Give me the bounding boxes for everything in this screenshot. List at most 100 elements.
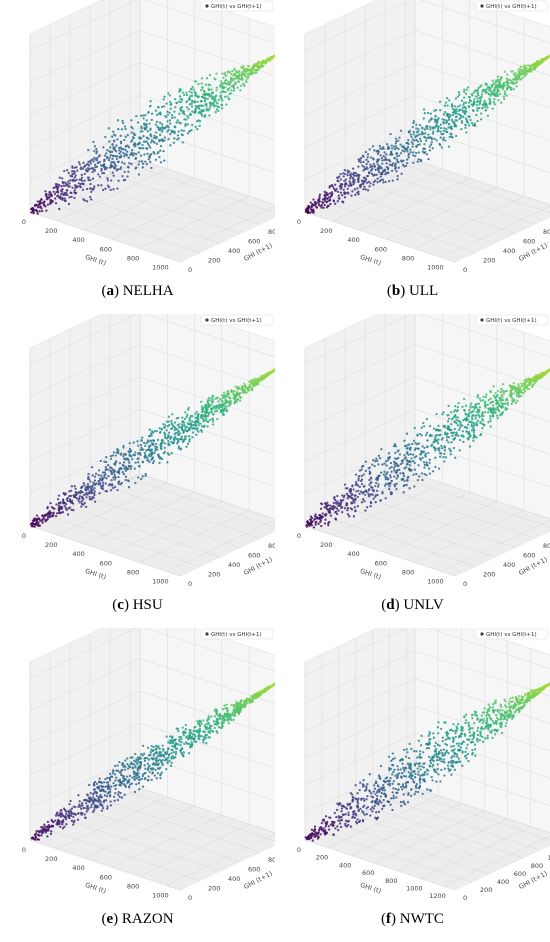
data-point	[337, 509, 340, 512]
data-point	[377, 169, 380, 172]
data-point	[497, 403, 501, 406]
data-point	[180, 435, 183, 438]
data-point	[458, 428, 461, 431]
data-point	[394, 166, 398, 169]
data-point	[510, 394, 513, 397]
data-point	[111, 154, 115, 157]
data-point	[128, 442, 131, 445]
data-point	[496, 417, 499, 420]
data-point	[99, 800, 102, 803]
data-point	[254, 64, 258, 67]
data-point	[386, 471, 389, 474]
data-point	[447, 441, 450, 444]
data-point	[488, 99, 492, 102]
data-point	[186, 132, 190, 135]
data-point	[368, 466, 371, 469]
data-point	[88, 495, 91, 499]
data-point	[93, 493, 96, 497]
data-point	[462, 397, 466, 401]
data-point	[194, 416, 197, 420]
data-point	[101, 171, 104, 175]
data-point	[115, 776, 118, 779]
data-point	[90, 805, 93, 809]
data-point	[162, 98, 165, 101]
data-point	[226, 87, 230, 91]
data-point	[251, 67, 254, 70]
data-point	[225, 392, 228, 396]
data-point	[438, 100, 442, 103]
data-point	[98, 780, 101, 784]
data-point	[356, 187, 359, 190]
data-point	[188, 98, 192, 101]
data-point	[160, 123, 164, 126]
data-point	[149, 128, 152, 132]
data-point	[88, 796, 92, 799]
data-point	[149, 141, 153, 144]
data-point	[87, 168, 91, 171]
data-point	[69, 500, 72, 503]
data-point	[124, 765, 127, 769]
data-point	[458, 449, 461, 452]
data-point	[378, 457, 382, 460]
data-point	[354, 494, 357, 497]
data-point	[107, 474, 110, 478]
data-point	[214, 407, 217, 411]
data-point	[465, 119, 469, 122]
scatter-3d-plot: 0200400600800100002004006008001000020040…	[22, 0, 275, 274]
data-point	[346, 171, 350, 174]
data-point	[191, 110, 194, 113]
data-point	[502, 403, 505, 406]
data-point	[386, 477, 389, 480]
data-point	[167, 415, 171, 418]
data-point	[93, 799, 96, 802]
data-point	[386, 456, 390, 460]
data-point	[34, 834, 37, 837]
data-point	[207, 404, 210, 407]
data-point	[487, 407, 490, 411]
data-point	[80, 500, 83, 503]
data-point	[138, 767, 141, 770]
data-point	[372, 180, 376, 184]
data-point	[394, 470, 397, 473]
legend: GHI(t) vs GHI(t+1)	[200, 0, 274, 12]
data-point	[373, 173, 376, 176]
data-point	[83, 172, 86, 176]
data-point	[197, 82, 200, 86]
data-point	[141, 448, 144, 451]
data-point	[38, 210, 41, 213]
data-point	[492, 385, 495, 388]
data-point	[504, 406, 507, 410]
data-point	[354, 193, 357, 196]
data-point	[368, 185, 371, 188]
data-point	[93, 808, 96, 812]
data-point	[150, 451, 153, 454]
data-point	[115, 144, 118, 147]
data-point	[134, 157, 137, 161]
data-point	[415, 134, 418, 138]
data-point	[169, 437, 172, 440]
data-point	[229, 81, 233, 84]
data-point	[309, 522, 312, 525]
data-point	[436, 447, 439, 450]
data-point	[129, 783, 132, 786]
data-point	[65, 503, 68, 506]
data-point	[44, 825, 47, 828]
data-point	[190, 420, 194, 423]
data-point	[311, 520, 314, 523]
data-point	[47, 197, 50, 200]
data-point	[443, 460, 446, 463]
data-point	[175, 427, 178, 431]
data-point	[108, 140, 111, 143]
data-point	[362, 188, 365, 191]
data-point	[467, 115, 470, 118]
data-point	[63, 169, 66, 173]
data-point	[104, 187, 107, 190]
data-point	[54, 183, 58, 186]
data-point	[426, 464, 429, 467]
data-point	[204, 411, 207, 415]
data-point	[377, 150, 380, 154]
data-point	[163, 139, 166, 142]
data-point	[133, 778, 136, 781]
data-point	[57, 196, 61, 199]
data-point	[123, 125, 127, 128]
